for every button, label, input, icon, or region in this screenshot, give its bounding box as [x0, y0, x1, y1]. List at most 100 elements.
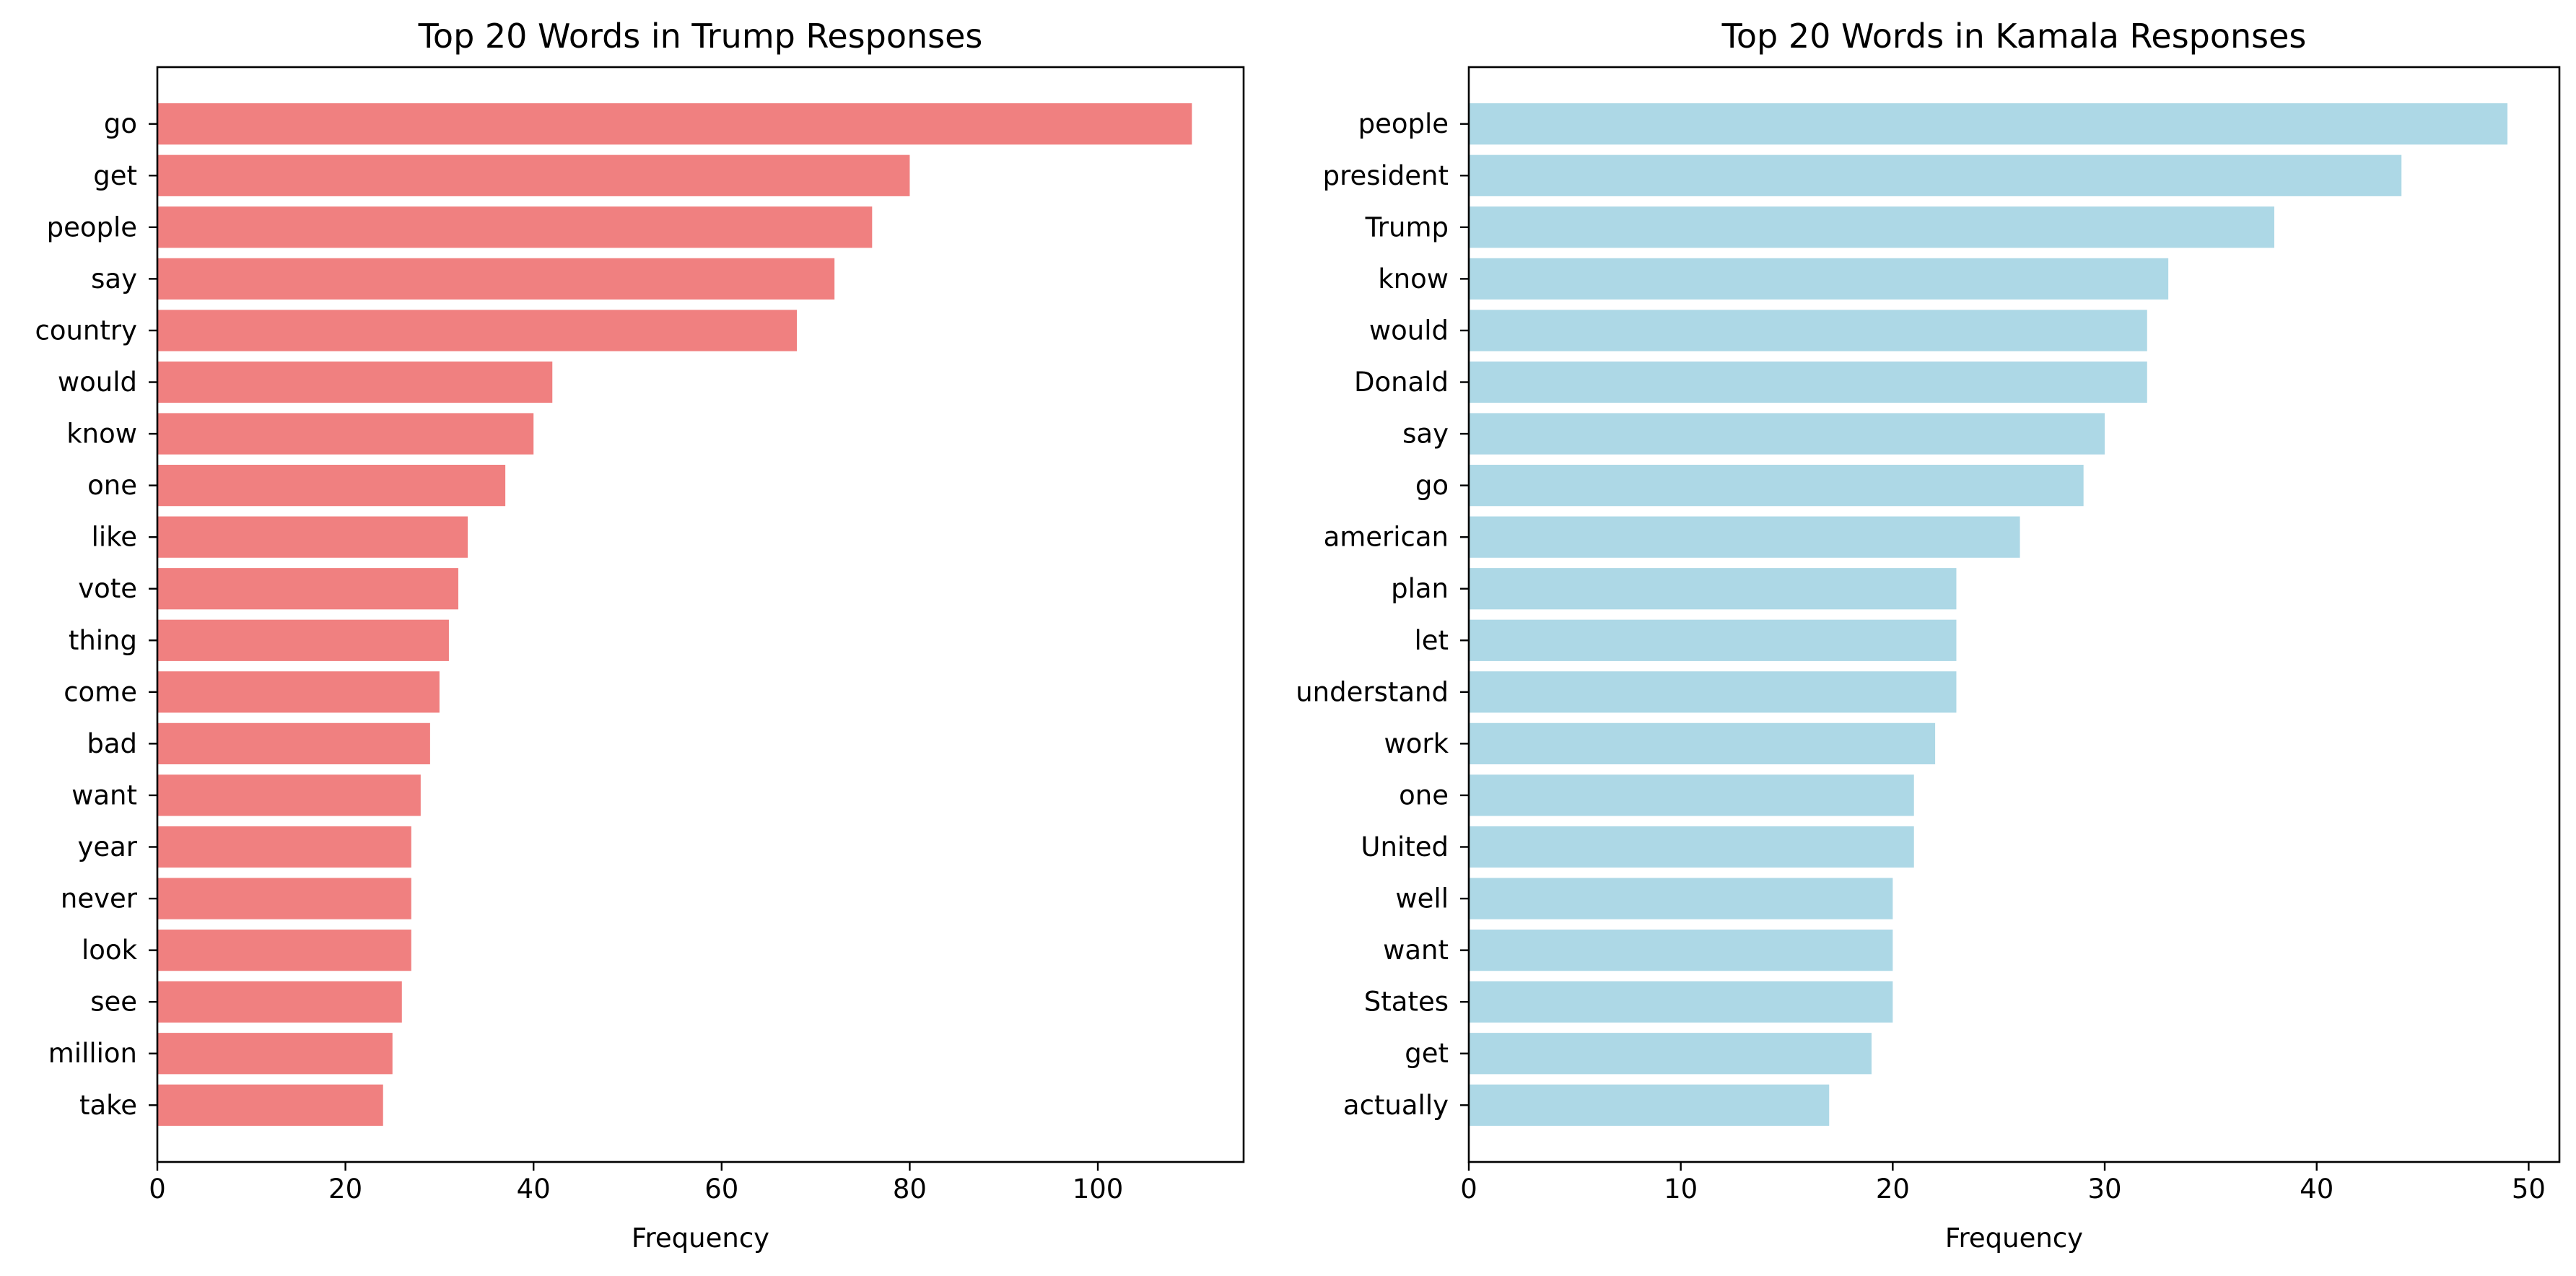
category-label: know	[66, 419, 137, 450]
bar-plan	[1469, 568, 1957, 610]
category-label: get	[93, 160, 137, 191]
category-label: bad	[87, 728, 137, 759]
bar-bad	[157, 722, 430, 765]
category-label: country	[35, 315, 138, 346]
category-label: look	[82, 935, 138, 966]
category-label: like	[92, 522, 137, 553]
bar-people	[157, 206, 873, 248]
category-label: Trump	[1365, 211, 1449, 242]
bar-States	[1469, 981, 1893, 1023]
bar-see	[157, 981, 402, 1023]
bar-one	[1469, 774, 1914, 816]
bar-people	[1469, 103, 2508, 145]
bar-never	[157, 878, 411, 919]
category-label: take	[79, 1090, 137, 1121]
bar-understand	[1469, 671, 1957, 713]
bar-want	[1469, 929, 1893, 971]
x-tick-label: 80	[893, 1174, 927, 1205]
category-label: go	[1415, 470, 1449, 501]
category-label: plan	[1391, 573, 1449, 604]
bar-well	[1469, 878, 1893, 919]
plot-frame	[156, 66, 1245, 1163]
bar-american	[1469, 516, 2020, 558]
bar-actually	[1469, 1084, 1830, 1126]
category-label: see	[90, 987, 137, 1018]
chart-title: Top 20 Words in Trump Responses	[418, 17, 983, 56]
category-label: one	[87, 470, 137, 501]
category-label: want	[71, 779, 137, 810]
bar-want	[157, 774, 421, 816]
x-tick-label: 0	[149, 1174, 166, 1205]
bar-take	[157, 1084, 383, 1126]
category-label: understand	[1296, 676, 1449, 707]
category-label: States	[1364, 987, 1449, 1018]
x-axis-label: Frequency	[1945, 1223, 2083, 1254]
bar-go	[1469, 464, 2084, 507]
x-tick-label: 30	[2088, 1174, 2122, 1205]
category-label: Donald	[1354, 367, 1449, 398]
category-label: get	[1405, 1038, 1449, 1069]
x-tick-label: 40	[517, 1174, 551, 1205]
category-label: say	[91, 263, 137, 294]
bar-know	[157, 413, 534, 455]
x-tick-label: 20	[328, 1174, 362, 1205]
category-label: let	[1414, 625, 1449, 656]
category-label: work	[1384, 728, 1449, 759]
bar-go	[157, 103, 1192, 145]
bar-Trump	[1469, 206, 2274, 248]
bar-let	[1469, 619, 1957, 661]
x-tick-label: 0	[1460, 1174, 1477, 1205]
bar-year	[157, 826, 411, 868]
bar-look	[157, 929, 411, 971]
category-label: say	[1402, 419, 1449, 450]
bar-million	[157, 1033, 393, 1075]
category-label: vote	[78, 573, 137, 604]
bar-would	[1469, 310, 2147, 351]
category-label: United	[1361, 831, 1449, 862]
category-label: people	[1358, 108, 1449, 139]
category-label: know	[1378, 263, 1449, 294]
x-axis-label: Frequency	[632, 1223, 769, 1254]
category-label: would	[1369, 315, 1449, 346]
bar-country	[157, 310, 798, 351]
bar-thing	[157, 619, 449, 661]
bar-would	[157, 361, 553, 403]
plot-frame	[1467, 66, 2561, 1163]
bar-get	[1469, 1033, 1872, 1075]
category-label: million	[48, 1038, 137, 1069]
bar-vote	[157, 568, 458, 610]
x-tick-label: 10	[1664, 1174, 1698, 1205]
category-label: american	[1324, 522, 1449, 553]
bar-Donald	[1469, 361, 2147, 403]
trump-words-chart: go get people say country would know one like vot…	[35, 17, 1245, 1254]
category-label: actually	[1343, 1090, 1449, 1121]
bar-work	[1469, 722, 1936, 765]
bar-president	[1469, 154, 2402, 196]
category-label: come	[64, 676, 137, 707]
x-tick-label: 40	[2300, 1174, 2333, 1205]
bar-United	[1469, 826, 1914, 868]
category-label: thing	[69, 625, 137, 656]
x-tick-label: 50	[2512, 1174, 2546, 1205]
category-label: president	[1323, 160, 1449, 191]
bar-one	[157, 464, 506, 507]
kamala-words-chart: people president Trump know would Donald say go…	[1296, 17, 2561, 1254]
category-label: want	[1383, 935, 1449, 966]
x-tick-label: 20	[1876, 1174, 1910, 1205]
category-label: one	[1399, 779, 1449, 810]
bar-say	[157, 258, 835, 300]
category-label: year	[77, 831, 137, 862]
bar-come	[157, 671, 440, 713]
category-label: well	[1395, 883, 1449, 914]
category-label: would	[58, 367, 137, 398]
category-label: never	[61, 883, 138, 914]
bar-know	[1469, 258, 2169, 300]
x-tick-label: 60	[704, 1174, 738, 1205]
bar-get	[157, 154, 910, 196]
category-label: people	[47, 211, 137, 242]
bar-say	[1469, 413, 2105, 455]
x-tick-label: 100	[1073, 1174, 1124, 1205]
category-label: go	[104, 108, 137, 139]
chart-title: Top 20 Words in Kamala Responses	[1721, 17, 2307, 56]
